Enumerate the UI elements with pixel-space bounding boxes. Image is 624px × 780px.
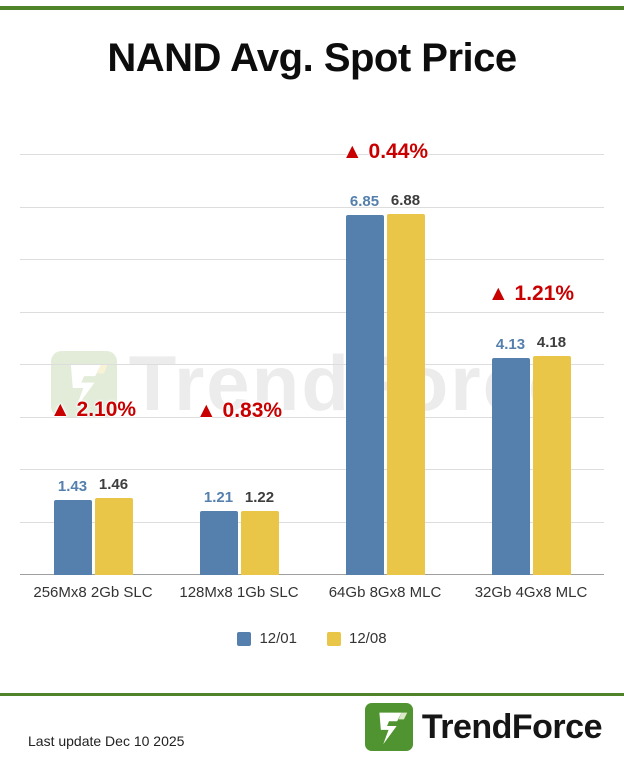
last-update-text: Last update Dec 10 2025 xyxy=(28,733,185,749)
bar-pair: 4.13 4.18 xyxy=(491,333,571,575)
x-axis-category-label: 32Gb 4Gx8 MLC xyxy=(458,583,604,603)
x-axis-category-text: 128Mx8 1Gb SLC xyxy=(179,584,299,601)
bar-with-value: 1.22 xyxy=(240,488,279,575)
bar-12/08 xyxy=(532,355,571,575)
change-percentage-label: ▲ 0.83% xyxy=(195,398,283,422)
x-axis-category-text: 64Gb 8Gx8 MLC xyxy=(328,584,442,601)
trendforce-logo-text: TrendForce xyxy=(421,707,603,746)
trendforce-logo-icon xyxy=(364,703,413,751)
bar-with-value: 4.18 xyxy=(532,333,571,575)
gridline xyxy=(20,521,604,523)
top-accent-line xyxy=(0,6,624,10)
chart-title: NAND Avg. Spot Price xyxy=(107,36,517,80)
x-axis-category-text: 256Mx8 2Gb SLC xyxy=(33,584,153,601)
gridline xyxy=(20,311,604,313)
x-axis-category-label: 64Gb 8Gx8 MLC xyxy=(312,583,458,603)
bar-group: ▲ 0.83% 1.21 1.22 xyxy=(166,155,312,575)
gridline xyxy=(20,154,604,155)
bar-12/01 xyxy=(345,215,384,575)
bar-value-label: 4.13 xyxy=(495,336,526,354)
bar-group: ▲ 1.21% 4.13 4.18 xyxy=(458,155,604,575)
bottom-accent-line xyxy=(0,693,624,696)
bar-12/08 xyxy=(386,213,425,575)
gridline xyxy=(20,469,604,470)
change-percentage-label: ▲ 2.10% xyxy=(49,398,137,422)
bar-with-value: 1.43 xyxy=(53,477,92,575)
bar-value-label: 1.43 xyxy=(57,477,88,495)
x-axis-line xyxy=(20,574,604,575)
bar-with-value: 6.88 xyxy=(386,191,425,575)
legend: 12/01 12/08 xyxy=(0,630,624,647)
legend-swatch xyxy=(327,631,341,646)
x-axis-category-label: 256Mx8 2Gb SLC xyxy=(20,583,166,603)
change-percentage-label: ▲ 1.21% xyxy=(487,281,575,305)
bar-12/01 xyxy=(491,358,530,575)
bar-pair: 1.21 1.22 xyxy=(199,488,279,575)
gridline xyxy=(20,416,604,418)
gridline xyxy=(20,206,604,208)
x-axis-labels: 256Mx8 2Gb SLC 128Mx8 1Gb SLC 64Gb 8Gx8 ML… xyxy=(20,583,604,603)
gridline xyxy=(20,364,604,365)
bar-value-label: 6.85 xyxy=(349,193,380,211)
bar-with-value: 6.85 xyxy=(345,193,384,575)
trendforce-logo: TrendForce xyxy=(364,703,603,751)
bar-value-label: 1.46 xyxy=(98,476,129,494)
gridline xyxy=(20,259,604,260)
bar-groups: ▲ 2.10% 1.43 1.46 ▲ 0.83% 1.21 1.22 ▲ 0.44% 6.8… xyxy=(20,140,604,575)
bar-pair: 6.85 6.88 xyxy=(345,191,425,575)
bar-value-label: 6.88 xyxy=(390,191,421,209)
bar-with-value: 1.21 xyxy=(199,489,238,575)
legend-item-12/01: 12/01 xyxy=(237,630,297,647)
x-axis-category-text: 32Gb 4Gx8 MLC xyxy=(474,584,588,601)
bar-12/01 xyxy=(53,499,92,575)
bar-12/01 xyxy=(199,511,238,575)
legend-label: 12/08 xyxy=(349,630,387,647)
plot-area: ▲ 2.10% 1.43 1.46 ▲ 0.83% 1.21 1.22 ▲ 0.44% 6.8… xyxy=(20,140,604,575)
legend-label: 12/01 xyxy=(259,630,297,647)
bar-group: ▲ 0.44% 6.85 6.88 xyxy=(312,140,458,575)
bar-with-value: 1.46 xyxy=(94,476,133,575)
bar-pair: 1.43 1.46 xyxy=(53,476,133,575)
bar-value-label: 1.21 xyxy=(203,489,234,507)
change-percentage-label: ▲ 0.44% xyxy=(341,139,429,163)
legend-item-12/08: 12/08 xyxy=(327,630,387,647)
x-axis-category-label: 128Mx8 1Gb SLC xyxy=(166,583,312,603)
bar-12/08 xyxy=(240,510,279,575)
bar-with-value: 4.13 xyxy=(491,336,530,575)
watermark-logo-icon xyxy=(50,350,117,417)
bar-group: ▲ 2.10% 1.43 1.46 xyxy=(20,155,166,575)
bar-value-label: 4.18 xyxy=(536,333,567,351)
bar-12/08 xyxy=(94,498,133,575)
bar-value-label: 1.22 xyxy=(244,488,275,506)
legend-swatch xyxy=(237,631,252,646)
